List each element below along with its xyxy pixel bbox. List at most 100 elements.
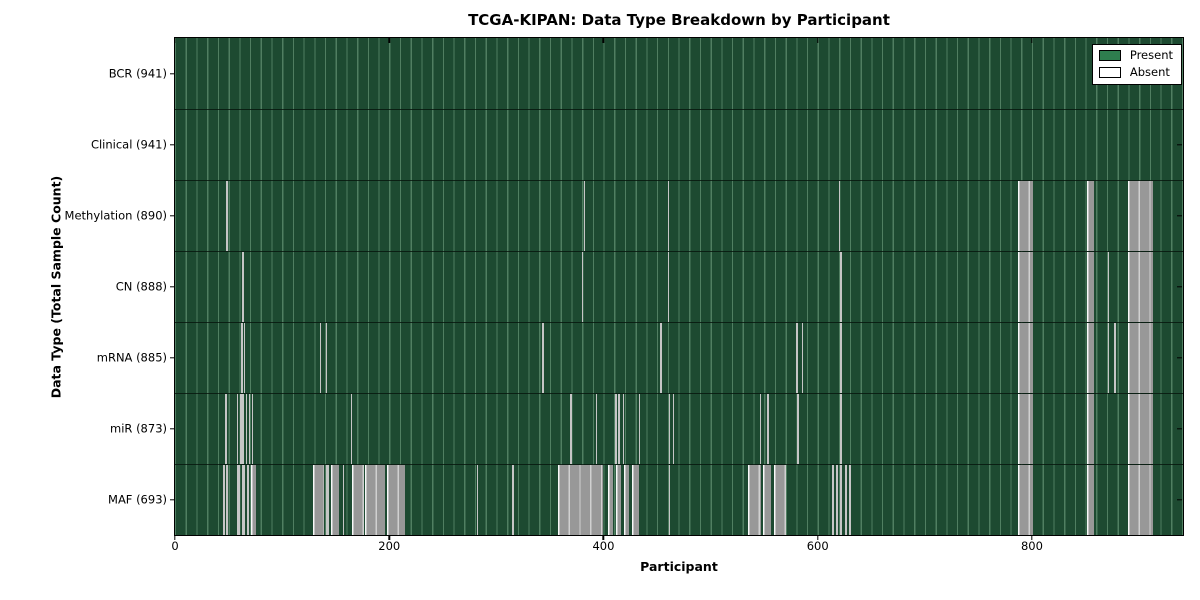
absent-stripe (840, 394, 842, 464)
absent-stripe (1128, 465, 1153, 535)
absent-stripe (759, 394, 762, 464)
x-tick-label: 800 (1020, 539, 1043, 553)
absent-stripe (351, 465, 364, 535)
absent-stripe (237, 394, 239, 464)
absent-stripe (638, 394, 641, 464)
absent-stripe (632, 465, 639, 535)
absent-stripe (767, 394, 769, 464)
y-tick-label: mRNA (885) (96, 349, 167, 364)
y-tick-mark (169, 498, 174, 501)
absent-stripe (542, 323, 544, 393)
absent-stripe (1086, 181, 1095, 251)
absent-stripe (313, 465, 324, 535)
absent-stripe (225, 394, 227, 464)
legend-swatch-absent (1098, 66, 1121, 78)
chart-title: TCGA-KIPAN: Data Type Breakdown by Parti… (468, 11, 890, 29)
row-CN (175, 251, 1183, 322)
absent-stripe (1018, 181, 1034, 251)
absent-stripe (848, 465, 851, 535)
y-tick-mark (1177, 498, 1182, 501)
x-tick-mark (602, 38, 605, 43)
y-tick-label: MAF (693) (108, 491, 167, 506)
x-tick-mark (817, 535, 819, 540)
absent-stripe (660, 323, 662, 393)
legend: Present Absent (1091, 44, 1182, 85)
y-tick-mark (1177, 214, 1182, 217)
absent-stripe (1086, 323, 1095, 393)
absent-stripe (331, 465, 339, 535)
row-Methylation (175, 180, 1183, 251)
absent-stripe (241, 323, 243, 393)
y-tick-label: CN (888) (115, 278, 167, 293)
absent-stripe (248, 394, 251, 464)
absent-stripe (226, 181, 228, 251)
absent-stripe (1018, 252, 1034, 322)
absent-stripe (326, 323, 328, 393)
x-tick-label: 200 (378, 539, 401, 553)
x-tick-mark (817, 38, 819, 43)
absent-stripe (242, 394, 244, 464)
y-tick-mark (1177, 143, 1182, 146)
y-tick-mark (1177, 285, 1182, 288)
absent-stripe (773, 465, 786, 535)
absent-stripe (237, 465, 241, 535)
absent-stripe (512, 465, 514, 535)
y-tick-mark (169, 356, 174, 359)
absent-stripe (558, 465, 604, 535)
absent-stripe (387, 465, 406, 535)
absent-stripe (667, 181, 670, 251)
y-tick-mark (169, 214, 174, 217)
absent-stripe (364, 465, 385, 535)
row-BCR (175, 38, 1183, 109)
absent-stripe (1086, 394, 1095, 464)
absent-stripe (763, 465, 771, 535)
absent-stripe (245, 394, 247, 464)
absent-stripe (840, 323, 842, 393)
x-tick-mark (174, 535, 176, 540)
absent-stripe (240, 394, 242, 464)
absent-stripe (668, 465, 671, 535)
y-tick-mark (169, 427, 174, 430)
absent-stripe (226, 465, 228, 535)
x-tick-mark (174, 38, 176, 43)
row-mRNA (175, 322, 1183, 393)
absent-stripe (1018, 394, 1034, 464)
absent-stripe (1114, 323, 1116, 393)
legend-swatch-present (1098, 50, 1121, 62)
y-tick-mark (169, 72, 174, 75)
legend-entry-present: Present (1098, 48, 1173, 62)
absent-stripe (615, 394, 617, 464)
legend-label-absent: Absent (1129, 64, 1170, 79)
absent-stripe (1108, 252, 1110, 322)
x-tick-label: 400 (592, 539, 615, 553)
legend-label-present: Present (1129, 48, 1173, 62)
absent-stripe (242, 465, 245, 535)
absent-stripe (343, 465, 345, 535)
absent-stripe (350, 394, 352, 464)
absent-stripe (623, 465, 630, 535)
absent-stripe (844, 465, 847, 535)
row-miR (175, 393, 1183, 464)
absent-stripe (223, 465, 225, 535)
absent-stripe (326, 465, 330, 535)
absent-stripe (796, 323, 798, 393)
x-tick-label: 0 (171, 539, 179, 553)
y-tick-mark (1177, 356, 1182, 359)
absent-stripe (1128, 181, 1153, 251)
absent-stripe (797, 394, 799, 464)
absent-stripe (1086, 465, 1095, 535)
absent-stripe (1128, 323, 1153, 393)
x-tick-mark (388, 38, 390, 43)
absent-stripe (748, 465, 761, 535)
absent-stripe (570, 394, 572, 464)
absent-stripe (252, 394, 254, 464)
absent-stripe (667, 252, 670, 322)
absent-stripe (582, 252, 584, 322)
x-tick-mark (388, 535, 390, 540)
absent-stripe (1128, 394, 1153, 464)
absent-stripe (1108, 323, 1110, 393)
x-tick-mark (1031, 535, 1033, 540)
legend-entry-absent: Absent (1098, 64, 1173, 79)
absent-stripe (477, 465, 479, 535)
y-tick-mark (169, 285, 174, 288)
